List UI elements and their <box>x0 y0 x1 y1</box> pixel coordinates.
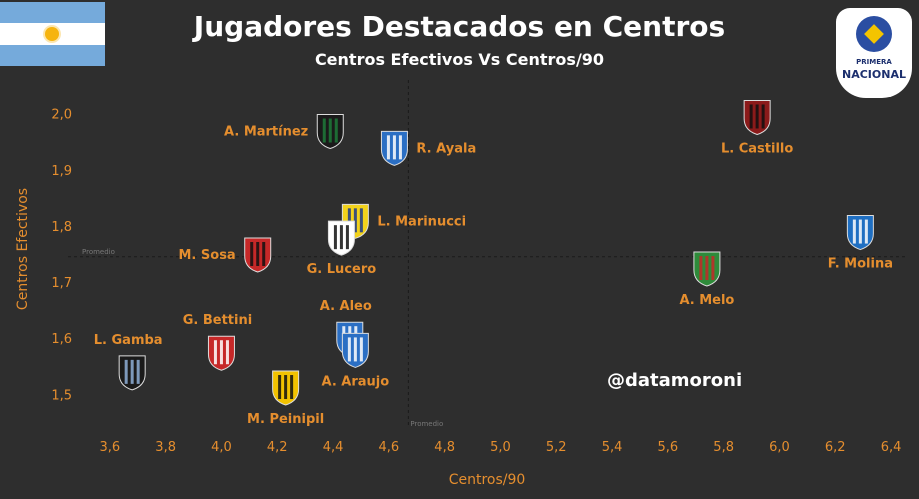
crest-stripe <box>250 242 254 266</box>
crest-stripe <box>219 340 223 365</box>
striped-crest-icon <box>327 220 355 256</box>
crest-stripe <box>136 359 140 384</box>
crest-stripe <box>284 375 288 400</box>
x-tick-label: 4,0 <box>211 440 232 455</box>
caa-crest-icon <box>693 251 721 287</box>
x-tick-label: 4,4 <box>323 440 344 455</box>
crest-stripe <box>386 135 390 160</box>
reference-label-x: Promedio <box>410 420 443 428</box>
watermark-handle: @datamoroni <box>607 370 743 391</box>
reference-label-y: Promedio <box>82 248 115 256</box>
crest-stripe <box>359 208 363 233</box>
y-tick-label: 1,6 <box>51 332 72 347</box>
crest-stripe <box>130 359 134 384</box>
player-label: A. Aleo <box>320 299 372 314</box>
player-label: G. Lucero <box>307 262 377 277</box>
yellow-black-crest-icon <box>272 370 300 406</box>
crest-stripe <box>334 118 338 143</box>
player-label: R. Ayala <box>416 141 476 156</box>
crest-stripe <box>353 208 357 233</box>
x-axis-label: Centros/90 <box>449 472 526 488</box>
x-tick-label: 5,8 <box>713 440 734 455</box>
crest-stripe <box>347 208 351 233</box>
red-black-crest-icon <box>244 237 272 273</box>
x-tick-label: 4,2 <box>267 440 288 455</box>
crest-stripe <box>699 256 703 281</box>
crest-stripe <box>339 225 343 250</box>
crest-stripe <box>749 104 753 129</box>
x-tick-label: 6,2 <box>825 440 846 455</box>
player-label: M. Sosa <box>179 248 236 263</box>
player-label: L. Gamba <box>94 333 163 348</box>
chart-subtitle: Centros Efectivos Vs Centros/90 <box>314 50 605 69</box>
crest-stripe <box>322 118 326 143</box>
crest-stripe <box>398 135 402 160</box>
crest-stripe <box>278 375 282 400</box>
x-tick-label: 6,4 <box>881 440 902 455</box>
player-label: A. Martínez <box>224 125 308 140</box>
primera-nacional-logo-icon: PRIMERA NACIONAL <box>836 8 912 98</box>
player-label: A. Araujo <box>322 374 390 389</box>
crest-stripe <box>290 375 294 400</box>
argentina-flag-icon <box>0 2 105 66</box>
x-tick-label: 3,6 <box>100 440 121 455</box>
crest-stripe <box>711 256 715 281</box>
player-label: A. Melo <box>679 293 734 308</box>
crest-stripe <box>705 256 709 281</box>
crest-stripe <box>852 219 856 244</box>
crest-stripe <box>864 219 868 244</box>
y-tick-label: 1,9 <box>51 164 72 179</box>
x-tick-label: 6,0 <box>769 440 790 455</box>
x-tick-label: 3,8 <box>155 440 176 455</box>
x-tick-label: 4,6 <box>379 440 400 455</box>
x-tick-label: 5,4 <box>602 440 623 455</box>
canch-crest-icon <box>316 114 344 150</box>
crest-stripe <box>359 337 363 362</box>
y-tick-label: 2,0 <box>51 108 72 123</box>
player-label: L. Marinucci <box>377 214 466 229</box>
x-tick-label: 5,2 <box>546 440 567 455</box>
y-tick-label: 1,7 <box>51 276 72 291</box>
player-label: G. Bettini <box>183 313 252 328</box>
crest-stripe <box>256 242 260 266</box>
crest-stripe <box>761 104 765 129</box>
logo-line-2: NACIONAL <box>842 68 906 81</box>
crest-stripe <box>347 337 351 362</box>
logo-line-1: PRIMERA <box>856 58 892 66</box>
crest-stripe <box>345 225 349 250</box>
blue-crest-icon <box>380 130 408 166</box>
almagro-crest-icon <box>118 355 146 391</box>
crest-stripe <box>858 219 862 244</box>
x-tick-label: 5,6 <box>658 440 679 455</box>
crest-stripe <box>333 225 337 250</box>
crest-stripe <box>124 359 128 384</box>
crest-stripe <box>328 118 332 143</box>
chart-title: Jugadores Destacados en Centros <box>193 10 726 43</box>
y-tick-label: 1,8 <box>51 220 72 235</box>
x-tick-label: 4,8 <box>434 440 455 455</box>
x-tick-label: 5,0 <box>490 440 511 455</box>
crest-stripe <box>213 340 217 365</box>
y-tick-label: 1,5 <box>51 388 72 403</box>
gimnasia-crest-icon <box>846 215 874 251</box>
caa-blue-crest-icon <box>341 332 369 368</box>
chevron-crest-icon <box>743 99 771 136</box>
crest-stripe <box>225 340 229 365</box>
player-label: L. Castillo <box>721 141 793 156</box>
red-white-crest-icon <box>207 335 235 371</box>
player-label: F. Molina <box>828 257 893 272</box>
crest-stripe <box>353 337 357 362</box>
player-label: M. Peinipil <box>247 412 324 427</box>
y-axis-label: Centros Efectivos <box>15 188 31 310</box>
crest-stripe <box>262 242 266 266</box>
crest-stripe <box>392 135 396 160</box>
crest-stripe <box>755 104 759 129</box>
